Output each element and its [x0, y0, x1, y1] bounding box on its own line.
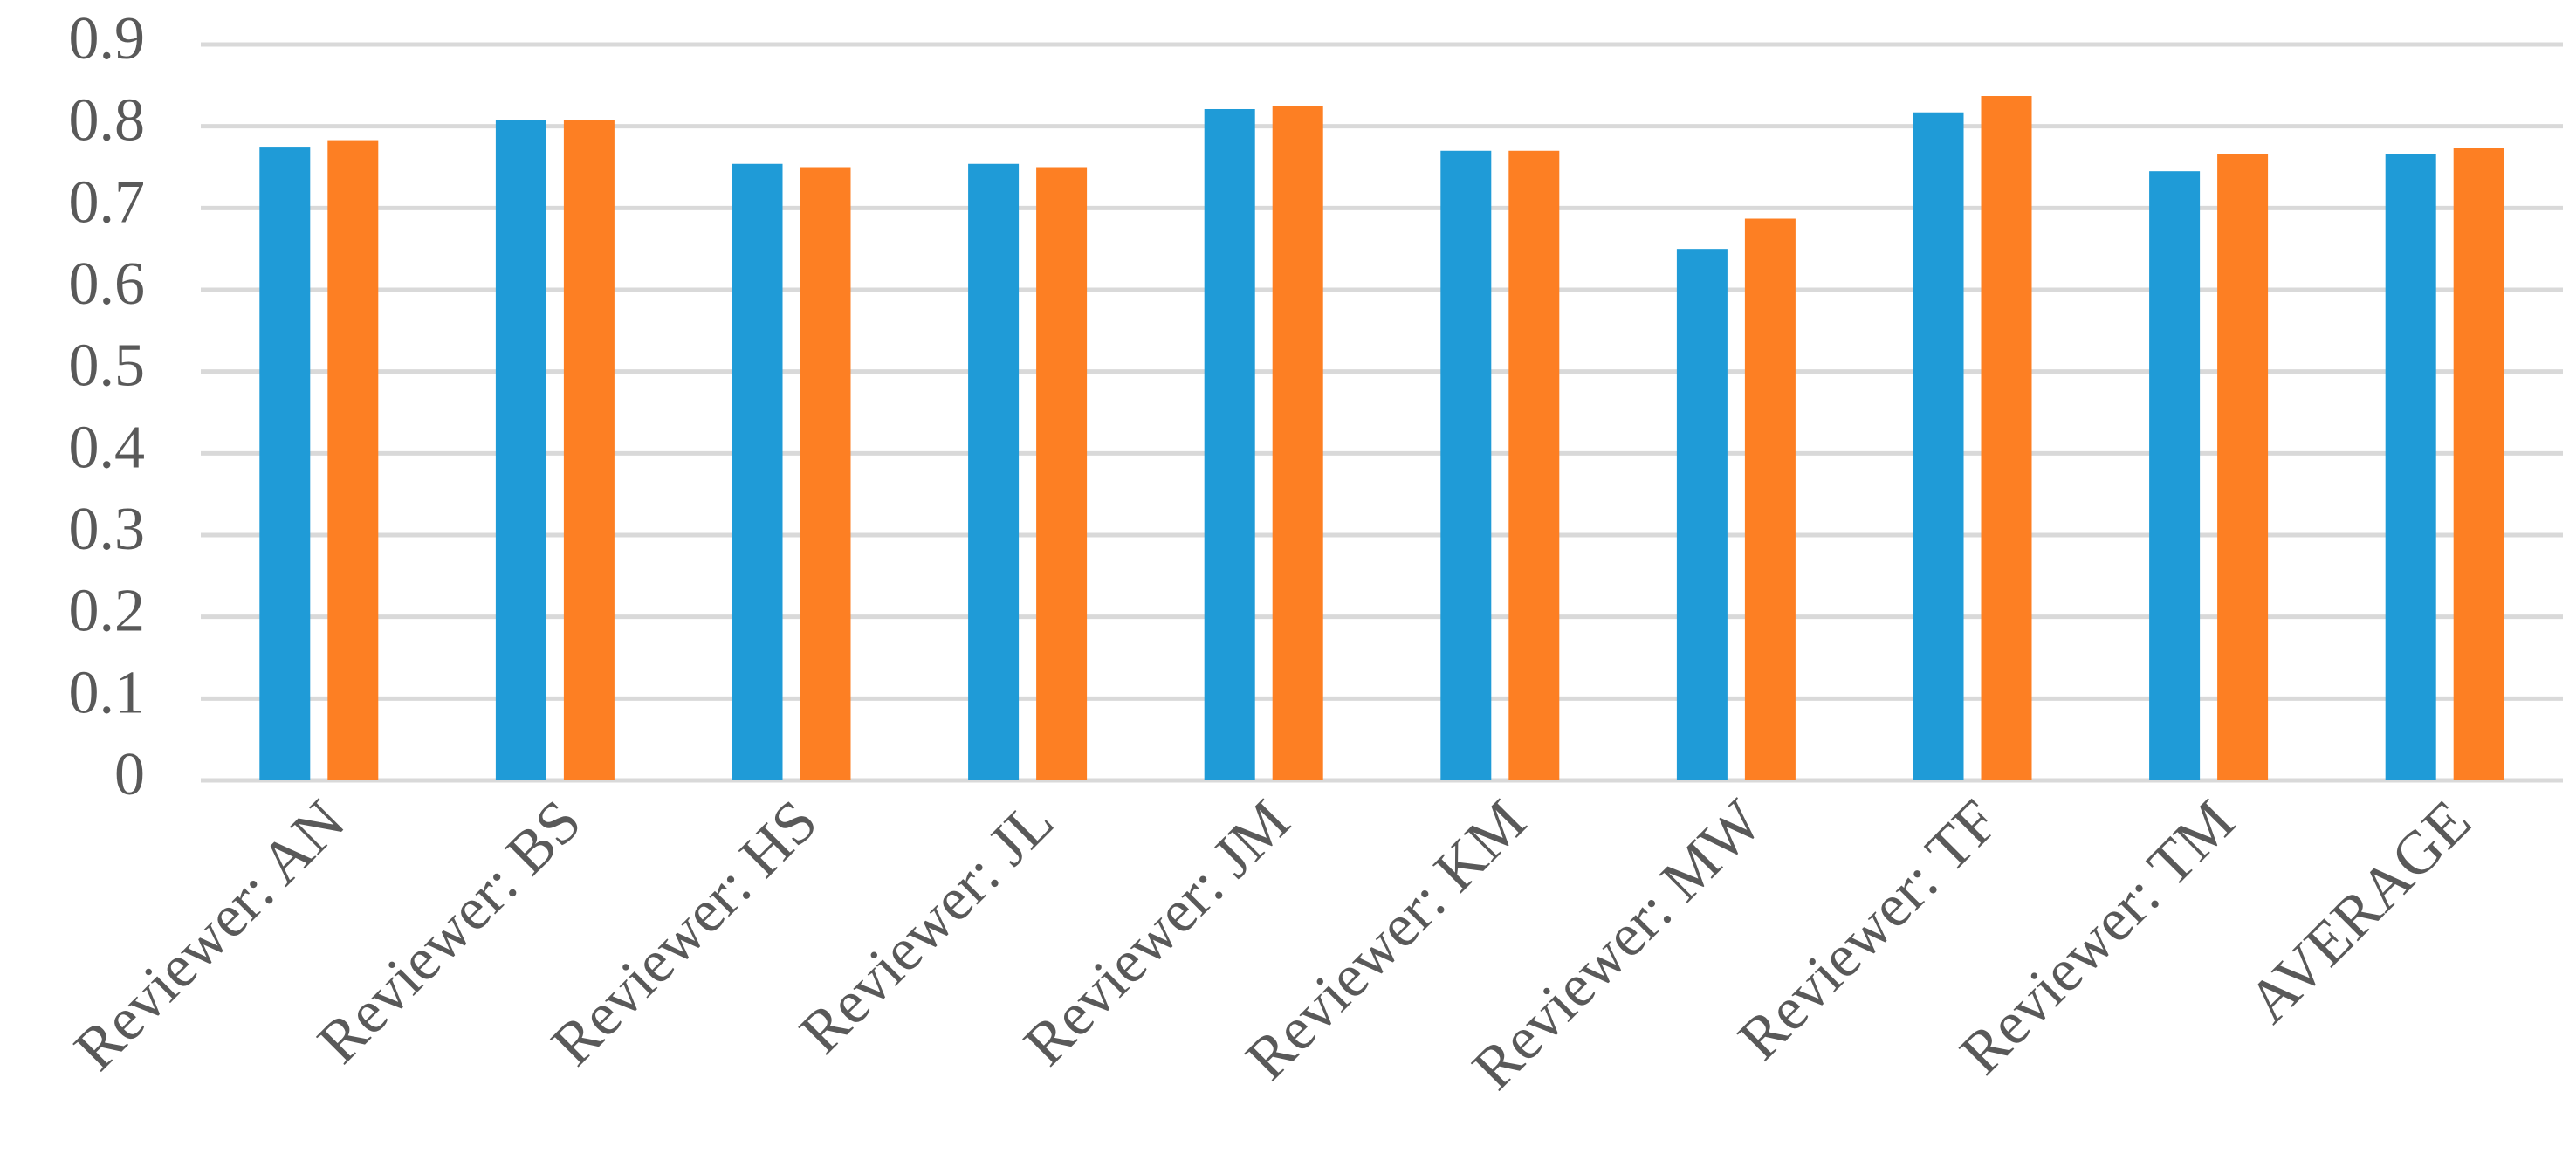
bar — [259, 147, 311, 781]
y-tick-label: 0.4 — [69, 414, 146, 481]
bar — [800, 167, 851, 780]
bar — [1508, 150, 1560, 780]
bar — [1676, 249, 1728, 781]
y-tick-label: 0.5 — [69, 333, 146, 400]
bar — [2385, 154, 2436, 781]
bar — [1272, 106, 1323, 780]
bar — [495, 120, 546, 780]
bar — [968, 163, 1020, 781]
y-tick-label: 0.8 — [69, 87, 146, 154]
bar — [2149, 171, 2201, 780]
y-tick-label: 0.3 — [69, 496, 146, 563]
bar — [2453, 148, 2504, 780]
y-tick-label: 0.1 — [69, 659, 146, 726]
y-tick-label: 0.2 — [69, 578, 146, 645]
bar — [1744, 218, 1796, 780]
bar — [1204, 108, 1255, 781]
bar — [1440, 150, 1492, 780]
x-tick-label: Reviewer: AN — [62, 787, 358, 1083]
bar — [732, 163, 783, 781]
bar — [1981, 96, 2032, 780]
x-tick-label: AVERAGE — [2236, 787, 2484, 1036]
y-tick-label: 0.7 — [69, 168, 146, 236]
bar — [327, 140, 379, 781]
y-tick-label: 0.6 — [69, 251, 146, 318]
bar — [563, 120, 615, 780]
y-tick-label: 0 — [114, 741, 145, 808]
bar — [1913, 112, 1964, 780]
y-tick-label: 0.9 — [69, 5, 146, 72]
bar — [1036, 167, 1088, 780]
bar — [2217, 154, 2269, 781]
